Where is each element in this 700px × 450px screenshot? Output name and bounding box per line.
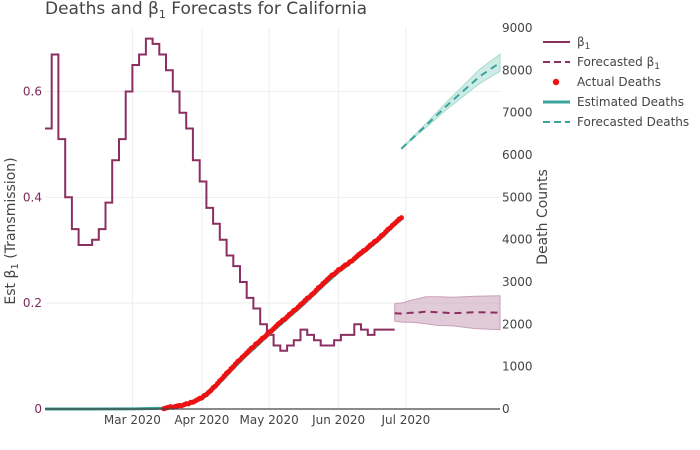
x-tick-label: May 2020 — [240, 413, 299, 427]
y-right-tick-label: 5000 — [502, 190, 533, 204]
forecasted-deaths-band — [400, 53, 501, 151]
legend: β1 Forecasted β1 Actual Deaths Estimated De… — [543, 35, 689, 129]
legend-label: β1 — [577, 35, 590, 52]
y-right-tick-label: 2000 — [502, 317, 533, 331]
y-left-tick-label: 0.6 — [23, 85, 42, 99]
gridlines — [45, 28, 500, 409]
y-right-tick-label: 3000 — [502, 275, 533, 289]
y-right-tick-label: 9000 — [502, 21, 533, 35]
legend-item: Actual Deaths — [552, 75, 661, 89]
y-right-tick-label: 1000 — [502, 360, 533, 374]
x-tick-label: Apr 2020 — [174, 413, 229, 427]
y-right-tick-label: 0 — [502, 402, 510, 416]
y-left-tick-label: 0 — [34, 402, 42, 416]
legend-item: Estimated Deaths — [543, 95, 684, 109]
y-right-tick-label: 7000 — [502, 106, 533, 120]
beta-line — [45, 37, 395, 352]
chart-title: Deaths and β1 Forecasts for California — [45, 0, 367, 21]
x-tick-label: Jun 2020 — [311, 413, 365, 427]
legend-item: β1 — [543, 35, 590, 52]
y-right-tick-label: 6000 — [502, 148, 533, 162]
x-tick-label: Mar 2020 — [104, 413, 161, 427]
legend-item: Forecasted Deaths — [543, 115, 689, 129]
legend-swatch-dot — [552, 78, 560, 86]
forecasted-deaths-line — [400, 61, 501, 150]
series-lines — [45, 37, 501, 411]
y-left-tick-label: 0.2 — [23, 296, 42, 310]
forecasted-beta-line — [394, 310, 501, 315]
confidence-bands — [394, 53, 501, 331]
y-right-tick-label: 8000 — [502, 63, 533, 77]
legend-label: Forecasted Deaths — [577, 115, 689, 129]
legend-label: Forecasted β1 — [577, 55, 660, 72]
actual-death-point — [398, 215, 404, 221]
legend-label: Estimated Deaths — [577, 95, 684, 109]
legend-label: Actual Deaths — [577, 75, 661, 89]
x-tick-label: Jul 2020 — [380, 413, 430, 427]
y-left-tick-label: 0.4 — [23, 190, 42, 204]
y-right-axis-title: Death Counts — [535, 169, 551, 265]
legend-item: Forecasted β1 — [543, 55, 660, 72]
y-right-tick-label: 4000 — [502, 233, 533, 247]
actual-deaths-points — [161, 215, 404, 412]
y-left-axis-title: Est β1 (Transmission) — [3, 157, 21, 304]
axes: Mar 2020 Apr 2020 May 2020 Jun 2020 Jul 2020… — [23, 21, 533, 427]
